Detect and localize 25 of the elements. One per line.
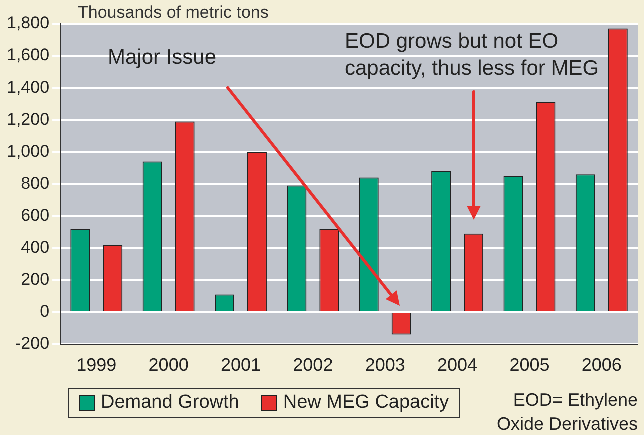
y-tick-label: 200 [21,270,50,290]
y-tick-label: 800 [21,174,50,193]
annotation: Major Issue [108,45,218,71]
annotation: EOD grows but not EO capacity, thus less for MEG [345,29,600,82]
x-tick-label: 2006 [582,355,622,376]
x-tick-label: 2004 [438,355,478,376]
y-tick-label: 1,400 [6,78,50,97]
y-tick-label: 1,000 [6,142,50,161]
y-tick-label: 0 [40,302,50,322]
y-tick-label: -200 [16,334,50,354]
y-tick-label: 1,200 [6,110,50,129]
x-tick-label: 2001 [220,355,262,376]
x-tick-label: 1999 [76,355,117,376]
y-tick-label: 1,800 [6,14,50,33]
text: EOD= Ethylene Oxide Derivatives [496,389,638,435]
legend-label: Demand Growth [101,392,240,414]
x-tick-label: 2000 [148,355,189,376]
y-axis-title: Thousands of metric tons [78,3,269,22]
y-tick-label: 1,600 [6,46,50,65]
y-tick-label: 600 [21,206,50,225]
x-tick-label: 2003 [365,355,406,376]
x-tick-label: 2005 [510,355,550,376]
legend-label: New MEG Capacity [283,392,450,414]
x-tick-label: 2002 [293,355,334,376]
y-tick-label: 400 [21,238,50,257]
